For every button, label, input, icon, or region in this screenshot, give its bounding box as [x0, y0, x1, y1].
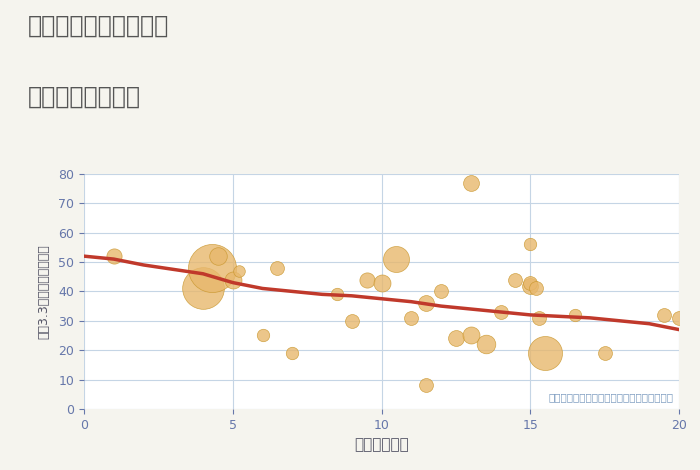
Point — [272, 264, 283, 272]
Point — [257, 332, 268, 339]
Point — [391, 255, 402, 263]
Point — [450, 335, 461, 342]
Point — [421, 382, 432, 389]
Point — [227, 276, 238, 283]
Point — [108, 252, 119, 260]
Text: 円の大きさは、取引のあった物件面積を示す: 円の大きさは、取引のあった物件面積を示す — [548, 392, 673, 402]
Point — [531, 285, 542, 292]
Point — [331, 290, 342, 298]
Point — [465, 332, 476, 339]
Point — [435, 288, 447, 295]
Point — [599, 349, 610, 357]
Point — [287, 349, 298, 357]
X-axis label: 駅距離（分）: 駅距離（分） — [354, 437, 409, 452]
Point — [376, 279, 387, 286]
Point — [346, 317, 357, 324]
Point — [233, 267, 244, 274]
Point — [540, 349, 551, 357]
Point — [197, 285, 209, 292]
Point — [480, 340, 491, 348]
Text: 駅距離別土地価格: 駅距離別土地価格 — [28, 85, 141, 109]
Point — [525, 279, 536, 286]
Point — [525, 282, 536, 289]
Point — [659, 311, 670, 319]
Y-axis label: 坪（3.3㎡）単価（万円）: 坪（3.3㎡）単価（万円） — [37, 244, 50, 339]
Point — [361, 276, 372, 283]
Point — [421, 299, 432, 307]
Point — [525, 241, 536, 248]
Point — [510, 276, 521, 283]
Point — [406, 314, 417, 321]
Point — [465, 179, 476, 187]
Point — [495, 308, 506, 316]
Point — [206, 264, 218, 272]
Point — [569, 311, 580, 319]
Point — [212, 252, 223, 260]
Point — [673, 314, 685, 321]
Text: 奈良県奈良市阪原町の: 奈良県奈良市阪原町の — [28, 14, 169, 38]
Point — [533, 314, 545, 321]
